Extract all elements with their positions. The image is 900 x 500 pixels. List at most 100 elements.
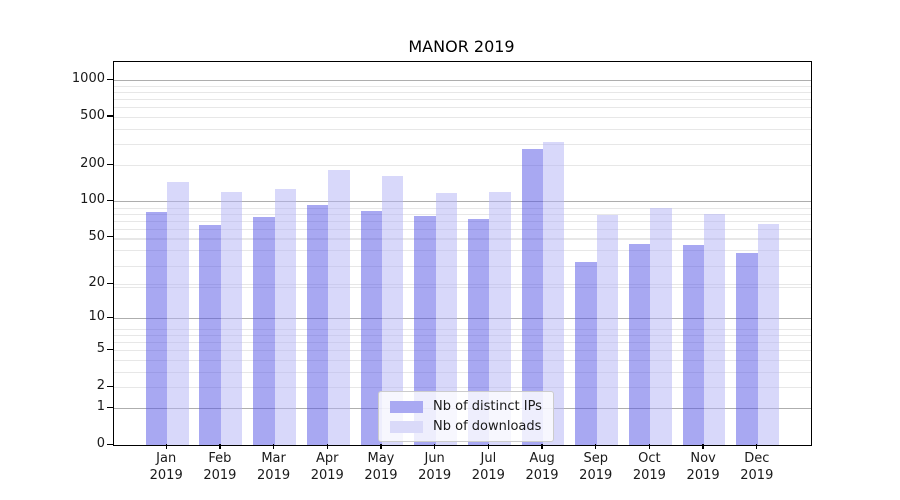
x-tick-year: 2019 [471,468,505,483]
y-grid-minor [114,165,811,167]
y-tick-mark [107,348,113,351]
y-grid-minor [114,144,811,145]
x-tick-year: 2019 [632,468,666,483]
y-tick-label: 500 [80,107,105,123]
chart-title: MANOR 2019 [408,37,515,56]
y-tick-label: 5 [96,341,105,357]
y-grid-minor [114,92,811,94]
y-grid-minor [114,237,811,239]
x-tick-label: Aug 2019 [512,450,572,484]
y-grid-minor [114,360,811,362]
x-tick-label: Feb 2019 [190,450,250,484]
plot-area [113,61,812,446]
y-tick-label: 20 [88,275,105,291]
y-tick-mark [107,385,113,387]
bar-downloads-dec [757,223,780,445]
y-grid-minor [114,116,811,118]
x-tick-year: 2019 [740,468,774,483]
bar-distinct-ips-dec [736,253,758,445]
x-tick-year: 2019 [149,468,183,483]
x-tick-year: 2019 [525,468,559,483]
y-grid-major [114,201,811,203]
x-tick-year: 2019 [310,468,344,483]
y-tick-label: 50 [88,228,105,244]
bar-distinct-ips-sep [575,262,597,445]
x-tick-year: 2019 [418,468,452,483]
bar-downloads-jul [489,191,511,445]
y-grid-minor [114,238,811,240]
x-tick-label: Sep 2019 [566,450,626,484]
x-tick-month: Jun [424,451,445,466]
grid-layer [114,62,811,445]
y-grid-minor [114,220,811,222]
x-tick-label: Oct 2019 [619,450,679,484]
x-tick-year: 2019 [579,468,613,483]
y-grid-minor [114,213,811,215]
x-tick-month: Apr [316,451,339,466]
y-grid-minor [114,128,811,130]
y-grid-major [114,80,811,82]
x-tick-mark [702,444,704,449]
x-tick-year: 2019 [686,468,720,483]
y-grid-minor [114,207,811,209]
bar-downloads-mar [274,188,296,445]
bar-distinct-ips-jun [414,216,436,445]
y-tick-label: 100 [80,192,105,208]
x-tick-month: Feb [208,451,232,466]
y-grid-minor [114,86,811,88]
y-tick-label: 0 [96,436,105,451]
y-grid-minor [114,107,811,109]
bar-distinct-ips-apr [306,204,329,445]
y-tick-mark [107,199,113,202]
x-tick-label: Dec 2019 [727,450,787,484]
legend-swatch-distinct-ips [390,400,423,413]
bar-distinct-ips-nov [682,245,705,445]
x-tick-mark [541,444,543,449]
y-grid-minor [114,335,811,337]
x-tick-month: Nov [690,451,716,466]
x-tick-label: Mar 2019 [244,450,304,484]
x-tick-mark [434,444,436,449]
bar-distinct-ips-jul [467,218,490,445]
x-tick-month: May [367,451,395,466]
bar-downloads-apr [328,170,350,445]
y-grid-minor [114,284,811,286]
bar-downloads-nov [704,214,726,445]
y-tick-label: 10 [88,309,105,325]
x-tick-month: Jul [480,451,497,466]
bar-distinct-ips-jan [145,212,168,445]
bar-distinct-ips-feb [199,224,221,445]
bar-downloads-may [381,175,404,445]
legend-swatch-downloads [390,420,423,433]
y-grid-minor [114,286,811,288]
legend-label-distinct-ips: Nb of distinct IPs [433,399,542,414]
legend: Nb of distinct IPs Nb of downloads [378,391,554,442]
legend-item-downloads: Nb of downloads [390,418,542,435]
legend-item-distinct-ips: Nb of distinct IPs [390,398,542,415]
x-tick-month: Mar [261,451,286,466]
x-tick-month: Dec [744,451,770,466]
x-tick-mark [326,444,328,449]
x-tick-mark [487,444,489,449]
y-tick-mark [107,115,113,117]
x-tick-year: 2019 [257,468,291,483]
y-tick-label: 200 [80,156,105,172]
x-tick-mark [272,444,275,449]
x-tick-mark [595,444,597,449]
x-tick-label: May 2019 [351,450,411,484]
x-tick-mark [165,444,167,449]
legend-label-downloads: Nb of downloads [433,419,542,434]
x-tick-month: Oct [638,451,661,466]
bar-layer [114,62,811,445]
y-grid-minor [114,350,811,352]
y-tick-mark [107,78,113,81]
x-tick-mark [219,444,221,449]
y-tick-mark [107,282,113,285]
x-tick-mark [756,444,758,449]
bar-downloads-feb [220,192,243,445]
y-tick-mark [107,406,113,409]
bar-downloads-oct [650,207,672,445]
y-tick-label: 2 [96,378,105,394]
x-tick-month: Sep [583,451,608,466]
bar-downloads-jun [435,193,458,445]
